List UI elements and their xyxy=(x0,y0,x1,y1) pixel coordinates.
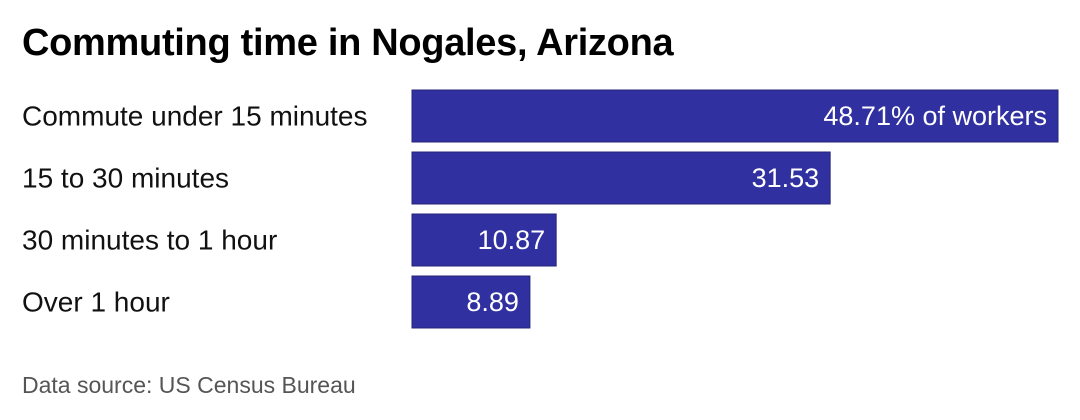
value-label-1: 48.71% of workers xyxy=(823,101,1047,131)
value-label-4: 8.89 xyxy=(466,287,519,317)
category-label-4: Over 1 hour xyxy=(22,287,170,318)
chart-title: Commuting time in Nogales, Arizona xyxy=(22,22,674,64)
bar-3 xyxy=(411,213,557,267)
value-label-2: 31.53 xyxy=(752,163,820,193)
bar-4 xyxy=(411,275,531,329)
value-label-3: 10.87 xyxy=(478,225,546,255)
category-label-1: Commute under 15 minutes xyxy=(22,101,368,132)
bar-1 xyxy=(411,89,1059,143)
category-label-2: 15 to 30 minutes xyxy=(22,163,229,194)
category-label-3: 30 minutes to 1 hour xyxy=(22,225,277,256)
data-source-note: Data source: US Census Bureau xyxy=(22,372,356,398)
bars-layer: Commute under 15 minutes 48.71% of worker… xyxy=(22,89,1059,329)
bar-2 xyxy=(411,151,831,205)
